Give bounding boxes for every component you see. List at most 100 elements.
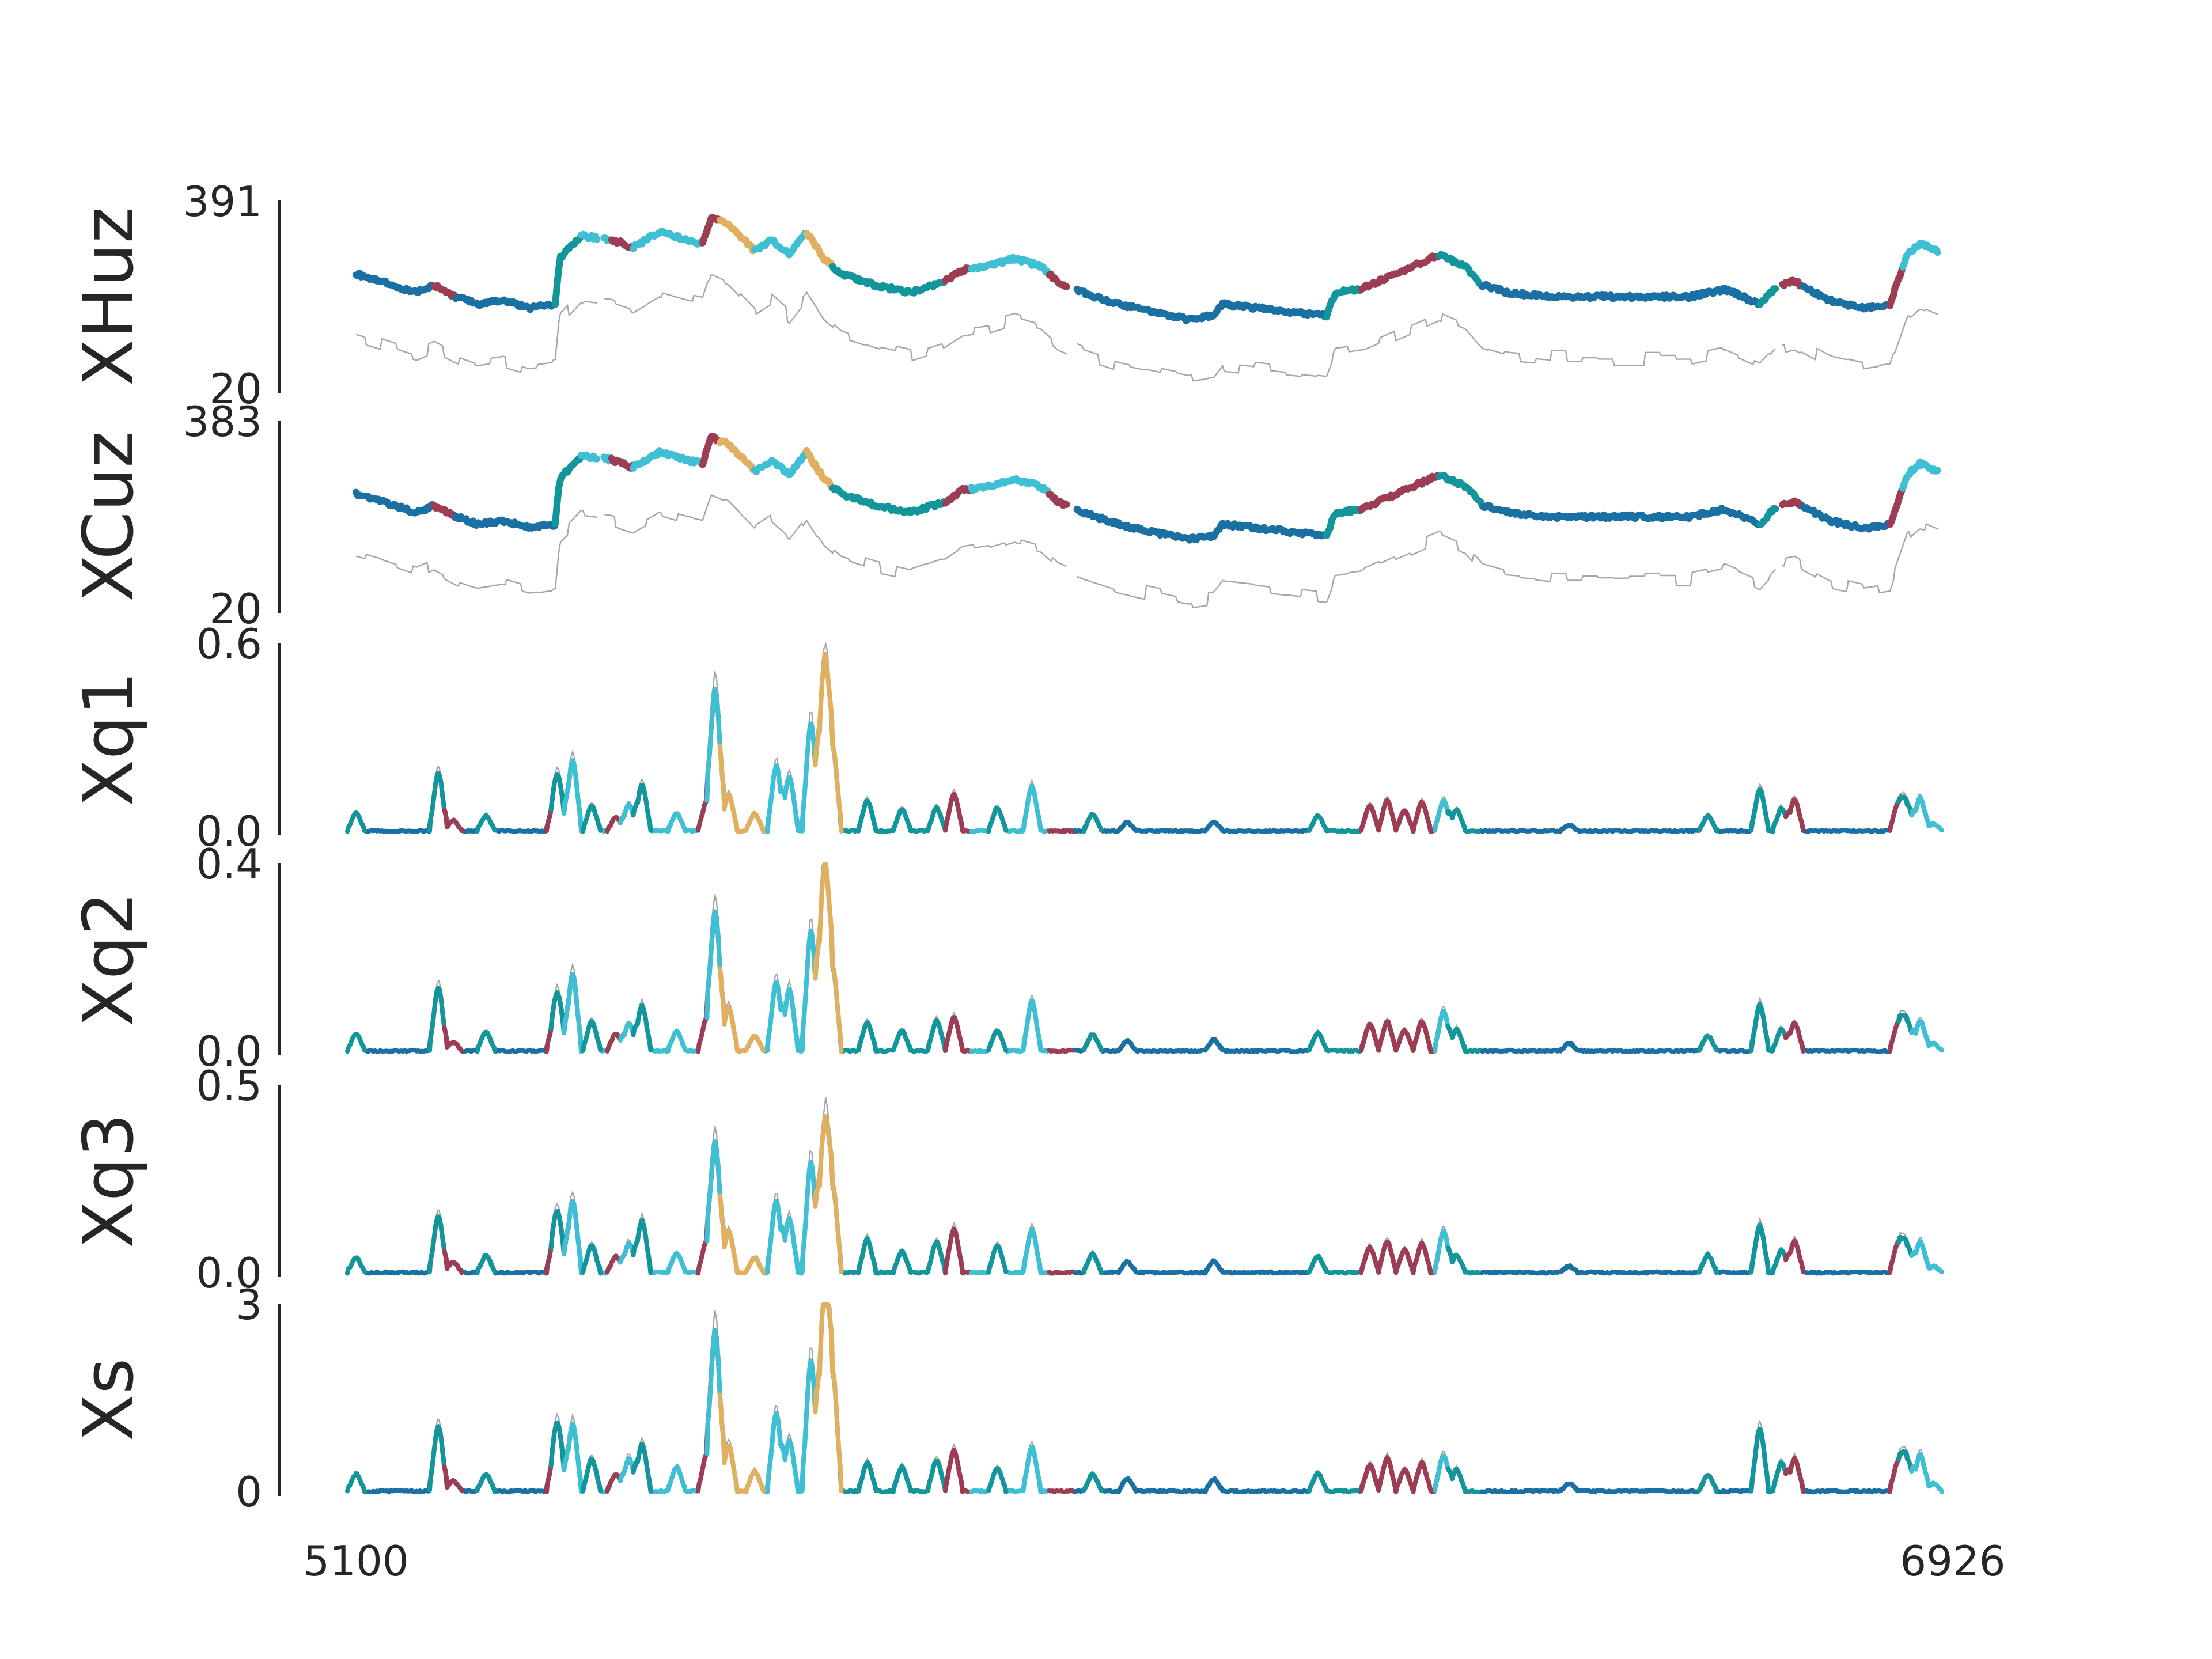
spike-mark-21 [856,1460,878,1494]
state-segment-14 [1046,270,1070,290]
state-segment-15 [1073,1471,1329,1495]
y-tick-top: 391 [183,177,262,226]
spike-mark-23 [925,1240,948,1276]
spike-mark-27 [1081,1471,1104,1493]
spike-mark-24 [943,792,965,834]
state-segment-20 [1756,285,1779,308]
spike-mark-6 [562,972,584,1054]
state-segment-3 [552,232,585,308]
spike-mark-30 [1306,1253,1329,1275]
spike-mark-28 [1116,820,1138,834]
state-segment-11 [830,743,948,834]
spike-mark-15 [744,810,766,834]
state-segment-22 [1800,503,1893,533]
spike-mark-11 [665,1029,688,1054]
spike-mark-29 [1203,819,1225,834]
state-segment-17 [1358,252,1443,293]
state-segment-11 [829,263,949,297]
spike-mark-14 [717,1193,740,1275]
spike-mark-22 [891,1249,913,1276]
spike-mark-23 [925,1018,948,1053]
spike-mark-17 [778,1216,801,1275]
state-segment-19 [1479,281,1764,308]
state-segment-3 [552,452,585,528]
state-segment-15 [1073,1251,1329,1276]
spike-mark-39 [1749,1002,1771,1054]
state-segment-21 [1779,497,1807,511]
state-segment-6 [630,228,706,252]
spike-mark-6 [562,1199,584,1275]
spike-mark-2 [442,1025,464,1054]
spike-mark-41 [1783,1456,1806,1494]
state-segment-13 [968,475,1053,498]
spike-mark-0 [345,1031,367,1054]
spike-mark-29 [1203,1036,1225,1053]
spike-mark-30 [1306,1030,1329,1053]
spike-mark-37 [1558,1263,1581,1276]
state-segment-0 [354,1236,437,1276]
panel-label: XCuz [69,431,149,602]
spike-mark-23 [925,1459,948,1493]
spike-mark-37 [1558,1481,1581,1494]
y-tick-bottom: 0.0 [196,1249,262,1297]
state-segment-15 [1073,286,1330,324]
spike-mark-7 [581,1019,603,1054]
spike-mark-37 [1558,823,1581,834]
spike-mark-30 [1306,813,1329,834]
spike-mark-0 [345,1255,367,1276]
spike-mark-27 [1081,1032,1104,1053]
state-segment-0 [354,1010,437,1054]
spike-mark-32 [1376,1240,1399,1275]
x-tick-6926: 6926 [1900,1537,2005,1585]
state-segment-19 [1480,1222,1763,1276]
state-segment-2 [453,999,557,1054]
state-segment-8 [716,217,758,255]
spike-mark-36 [1445,1466,1468,1494]
spike-mark-17 [778,1438,801,1494]
panel-label: Xq3 [69,1113,149,1249]
spike-mark-31 [1359,1022,1381,1053]
spike-mark-45 [1922,1465,1944,1494]
spike-mark-15 [744,1468,766,1495]
spike-mark-37 [1558,1040,1581,1054]
spike-mark-21 [856,1020,878,1054]
spike-mark-3 [475,813,497,834]
state-segment-9 [751,446,810,479]
spike-mark-3 [475,1030,497,1054]
state-segment-16 [1324,1488,1364,1495]
spike-mark-23 [925,805,948,834]
state-segment-0 [354,794,437,834]
state-segment-24 [1899,458,1941,492]
y-tick-bottom: 20 [209,365,262,413]
spike-mark-24 [943,1226,965,1276]
spike-mark-34 [1411,1240,1433,1276]
panel-xq3: 0.5 0.0 Xq3 [69,1062,1944,1297]
panel-xs: 3 0 Xs [69,1281,1944,1516]
spike-mark-39 [1749,1426,1771,1495]
spike-mark-10 [631,782,653,833]
spike-mark-41 [1783,797,1806,833]
spike-mark-3 [475,1472,497,1495]
spike-mark-24 [943,1448,965,1494]
state-segment-16 [1324,1269,1364,1276]
spike-mark-28 [1116,1259,1138,1275]
state-segment-1 [430,282,459,300]
gray-trace [355,494,1939,609]
state-segment-11 [830,1370,948,1495]
state-segment-19 [1480,1002,1763,1054]
state-segment-23 [1886,266,1906,309]
state-segment-23 [1886,486,1906,528]
spike-mark-34 [1411,1019,1433,1054]
spike-mark-26 [1021,783,1043,834]
x-tick-5100: 5100 [303,1537,408,1585]
state-segment-15 [1073,812,1329,834]
spike-mark-16 [765,763,787,834]
spike-mark-21 [856,798,878,834]
panel-xhuz: 391 20 XHuz [69,177,1941,413]
spike-mark-20 [821,651,844,834]
state-segment-14 [1047,1269,1078,1276]
state-segment-4 [578,451,615,465]
spike-mark-39 [1749,787,1771,834]
y-tick-top: 0.6 [196,620,262,668]
state-segment-12 [942,484,975,507]
